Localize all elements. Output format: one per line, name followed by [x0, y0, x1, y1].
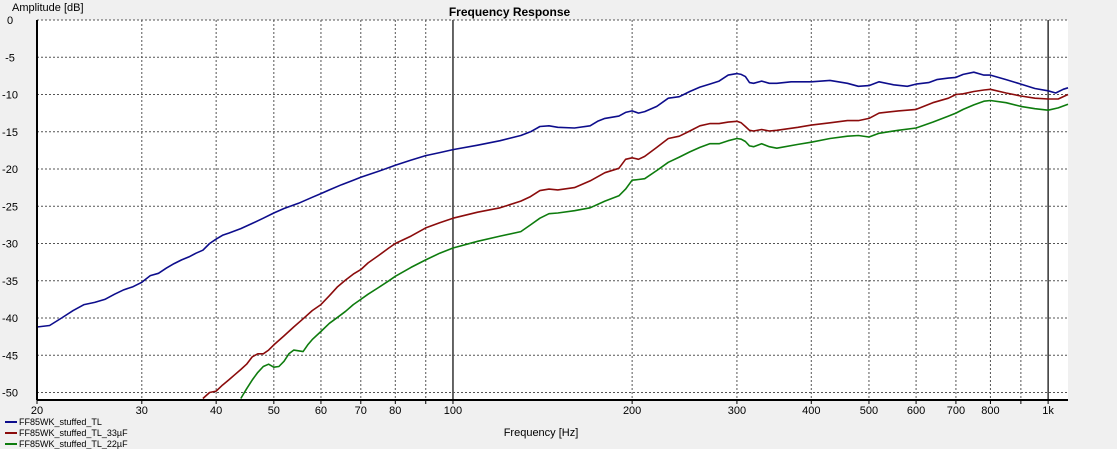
x-tick-label: 40 — [210, 405, 222, 417]
series-line-3 — [240, 99, 1069, 399]
y-tick-label: -20 — [2, 164, 18, 176]
plot-area — [37, 20, 1068, 400]
chart-title: Frequency Response — [449, 5, 571, 19]
y-tick-label: -10 — [2, 90, 18, 102]
y-tick-label: -15 — [2, 127, 18, 139]
y-tick-label: -35 — [2, 276, 18, 288]
x-tick-label: 30 — [136, 405, 148, 417]
series-line-2 — [202, 88, 1069, 400]
x-tick-label: 600 — [907, 405, 925, 417]
y-tick-label: -30 — [2, 239, 18, 251]
x-tick-label: 400 — [802, 405, 820, 417]
x-tick-label: 20 — [31, 405, 43, 417]
x-axis-label: Frequency [Hz] — [504, 427, 579, 439]
y-tick-label: -45 — [2, 350, 18, 362]
grid — [36, 19, 1068, 400]
x-tick-label: 60 — [315, 405, 327, 417]
y-axis-ticks: 0 -5 -10 -15 -20 -25 -30 -35 -40 -45 -50 — [2, 15, 18, 400]
x-tick-label: 80 — [389, 405, 401, 417]
legend-label-1: FF85WK_stuffed_TL — [19, 417, 102, 427]
legend-label-3: FF85WK_stuffed_TL_22µF — [19, 439, 128, 449]
x-tick-label: 700 — [947, 405, 965, 417]
x-tick-label: 1k — [1042, 405, 1054, 417]
x-axis-ticks: 20 30 40 50 60 70 80 100 200 300 400 500 600 700 800 1k — [31, 400, 1054, 417]
y-tick-label: 0 — [7, 15, 13, 27]
x-tick-label: 800 — [981, 405, 999, 417]
y-tick-label: -25 — [2, 201, 18, 213]
x-tick-label: 100 — [444, 405, 462, 417]
legend: FF85WK_stuffed_TLFF85WK_stuffed_TL_33µFF… — [5, 417, 128, 449]
legend-label-2: FF85WK_stuffed_TL_33µF — [19, 428, 128, 438]
y-tick-label: -50 — [2, 388, 18, 400]
x-tick-label: 300 — [728, 405, 746, 417]
series-line-1 — [36, 71, 1069, 328]
y-tick-label: -5 — [5, 52, 15, 64]
series-layer — [36, 71, 1069, 400]
x-tick-label: 500 — [860, 405, 878, 417]
x-tick-label: 200 — [623, 405, 641, 417]
x-tick-label: 50 — [268, 405, 280, 417]
x-tick-label: 70 — [355, 405, 367, 417]
y-tick-label: -40 — [2, 313, 18, 325]
y-axis-label: Amplitude [dB] — [12, 2, 84, 14]
